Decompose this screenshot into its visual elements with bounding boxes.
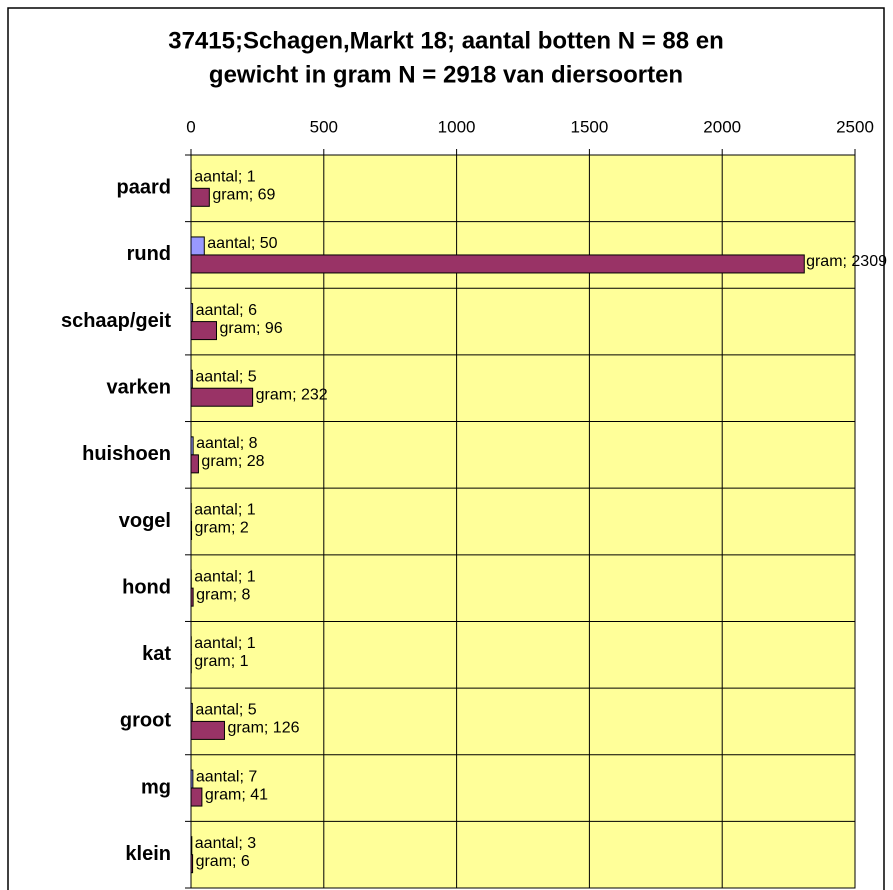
data-label: gram; 69 [212,187,275,204]
y-tick-label: klein [125,843,171,865]
data-label: aantal; 5 [195,702,256,719]
data-label: aantal; 1 [194,169,255,186]
x-tick-label: 1500 [570,117,608,136]
y-tick-label: schaap/geit [61,310,171,332]
y-tick-label: kat [142,643,171,665]
bar [190,369,193,389]
data-label: aantal; 8 [196,435,257,452]
chart-title: 37415;Schagen,Markt 18; aantal botten N … [168,27,724,54]
y-tick-label: groot [120,710,171,732]
data-label: aantal; 5 [195,368,256,385]
bar [190,454,199,474]
data-label: gram; 28 [201,453,264,470]
y-tick-label: varken [107,377,172,399]
chart-title: gewicht in gram N = 2918 van diersoorten [209,61,683,88]
bar [190,387,254,407]
data-label: gram; 1 [194,653,248,670]
data-label: aantal; 1 [194,502,255,519]
data-label: gram; 41 [205,786,268,803]
data-label: aantal; 1 [194,635,255,652]
data-label: aantal; 50 [207,235,277,252]
data-label: aantal; 3 [195,835,256,852]
bar [190,702,193,722]
plot-area [190,154,856,889]
data-label: gram; 6 [196,853,250,870]
bar [190,836,193,856]
y-tick-label: vogel [119,510,171,532]
bar [190,321,217,341]
y-tick-label: mg [141,776,171,798]
y-tick-label: paard [117,177,171,199]
y-tick-label: rund [127,243,171,265]
y-tick-label: huishoen [82,443,171,465]
bar [190,587,194,607]
x-tick-label: 2500 [836,117,874,136]
bar [190,854,194,874]
bar [190,521,193,540]
x-tick-label: 2000 [703,117,741,136]
bar [190,303,194,323]
data-label: gram; 126 [227,720,299,737]
bar [190,254,805,274]
bar [190,769,194,789]
data-label: aantal; 7 [196,768,257,785]
data-label: gram; 96 [219,320,282,337]
bar [190,720,225,740]
data-label: aantal; 1 [194,568,255,585]
data-label: gram; 232 [256,386,328,403]
data-label: gram; 2309 [806,253,887,270]
data-label: gram; 8 [196,586,250,603]
x-tick-label: 0 [186,117,195,136]
data-label: gram; 2 [195,520,249,537]
y-tick-label: hond [122,576,171,598]
x-tick-label: 1000 [438,117,476,136]
bar [190,236,205,256]
bar [190,787,203,807]
bar [190,436,194,456]
bar [190,187,210,207]
x-tick-label: 500 [310,117,338,136]
data-label: aantal; 6 [196,302,257,319]
